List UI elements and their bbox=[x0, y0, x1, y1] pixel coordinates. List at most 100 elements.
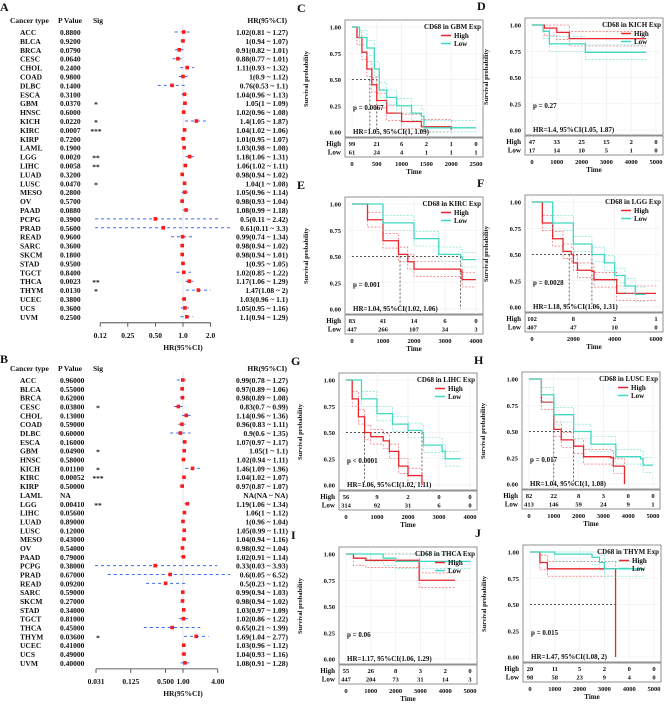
y-tick-label: 0.25 bbox=[330, 280, 342, 287]
risk-count: 26 bbox=[368, 668, 375, 675]
y-tick-label: 1.00 bbox=[324, 552, 335, 559]
hr-point bbox=[181, 110, 186, 114]
p-value: 0.16000 bbox=[60, 438, 85, 447]
risk-row-label: Low bbox=[505, 501, 519, 509]
risk-row-label: High bbox=[320, 667, 335, 675]
ci-lower-low bbox=[530, 551, 645, 577]
legend-title: CD68 in LIHC Exp bbox=[417, 376, 475, 384]
p-value: 0.2500 bbox=[60, 313, 81, 322]
cancer-type-label: PAAD bbox=[20, 553, 41, 562]
sig-stars: * bbox=[96, 448, 100, 457]
y-tick-label: 0.50 bbox=[508, 602, 519, 609]
risk-count: 2 bbox=[603, 666, 606, 673]
risk-count: 2 bbox=[613, 316, 616, 323]
hr-point bbox=[180, 378, 185, 382]
risk-count: 447 bbox=[341, 677, 352, 684]
hr-text: HR=1.18, 95%CI(1.06, 1.31) bbox=[533, 303, 618, 311]
p-value: 0.67000 bbox=[60, 570, 85, 579]
y-tick-label: 1.00 bbox=[330, 202, 341, 209]
risk-count: 2 bbox=[630, 139, 633, 146]
hr-point bbox=[180, 484, 185, 488]
hr-point bbox=[185, 501, 190, 506]
cancer-type-label: THYM bbox=[20, 632, 43, 641]
hr-ci-text: 1.19(1.06 ~ 1.34) bbox=[236, 500, 289, 509]
p-value: 0.41000 bbox=[60, 641, 85, 650]
x-axis-label: Time bbox=[586, 166, 601, 174]
y-tick-label: 1.00 bbox=[508, 550, 519, 557]
hr-ci-text: 1.47(1.08 ~ 2) bbox=[245, 286, 288, 295]
hr-ci-text: 1.69(1.04 ~ 2.77) bbox=[236, 632, 289, 641]
risk-row-label: Low bbox=[508, 324, 522, 332]
p-value: 0.1800 bbox=[60, 251, 81, 260]
risk-count: 8 bbox=[572, 316, 576, 323]
hr-point bbox=[181, 616, 186, 621]
risk-table-frame bbox=[524, 135, 664, 156]
x-axis-label: HR(95%CI) bbox=[163, 343, 203, 352]
y-tick-label: 0.75 bbox=[324, 404, 336, 411]
sig-stars: * bbox=[94, 100, 98, 109]
risk-count: 92 bbox=[374, 503, 381, 510]
sig-stars: *** bbox=[92, 474, 104, 483]
hr-point bbox=[184, 315, 189, 319]
cancer-type-label: READ bbox=[20, 233, 42, 242]
risk-row-label: High bbox=[320, 493, 335, 501]
ci-lower-high bbox=[352, 203, 476, 288]
y-tick-label: 0.50 bbox=[507, 429, 518, 436]
ci-lower-low bbox=[352, 26, 476, 133]
hr-point bbox=[180, 199, 184, 203]
x-tick-label: 2000 bbox=[445, 161, 458, 168]
hr-point bbox=[163, 581, 168, 586]
hr-point bbox=[182, 448, 187, 453]
p-value: 0.2800 bbox=[60, 188, 81, 197]
p-value: 0.3600 bbox=[60, 304, 81, 313]
y-tick-label: 0.75 bbox=[508, 576, 520, 583]
risk-table-frame bbox=[344, 314, 484, 335]
header-cancer-type: Cancer type bbox=[10, 364, 49, 373]
y-tick-label: 0.00 bbox=[330, 307, 341, 314]
y-tick-label: 0.50 bbox=[330, 77, 341, 84]
hr-point bbox=[182, 128, 187, 132]
p-value: 0.0470 bbox=[60, 179, 81, 188]
sig-stars: ** bbox=[92, 163, 100, 172]
hr-point bbox=[181, 270, 186, 275]
cancer-type-label: LGG bbox=[20, 153, 37, 162]
hr-ci-text: 1.05(0.99 ~ 1.11) bbox=[236, 526, 288, 535]
cancer-type-label: ACC bbox=[20, 28, 36, 37]
hr-ci-text: 1.04(1 ~ 1.08) bbox=[245, 179, 288, 188]
km-plot-e: E 0.00 0.25 0.50 0.75 1.00 0 1000 2000 3000 4000 Su… bbox=[297, 179, 484, 353]
y-tick-label: 1.00 bbox=[324, 378, 335, 385]
risk-count: 1 bbox=[654, 316, 657, 323]
risk-count: 1 bbox=[630, 148, 633, 155]
x-axis-label: HR(95%CI) bbox=[163, 689, 203, 698]
risk-count: 0 bbox=[652, 675, 655, 682]
p-value: 0.62000 bbox=[60, 394, 85, 403]
risk-row-label: High bbox=[504, 665, 519, 673]
cancer-type-label: HNSC bbox=[20, 108, 41, 117]
p-value: 0.01100 bbox=[60, 464, 84, 473]
risk-count: 447 bbox=[347, 327, 358, 334]
hr-ci-text: 0.9(0.6 ~ 1.35) bbox=[243, 429, 288, 438]
x-tick-label: 4000 bbox=[625, 159, 638, 166]
risk-count: 10 bbox=[578, 148, 585, 155]
x-tick-label: 0.125 bbox=[122, 677, 139, 686]
p-value: 0.59000 bbox=[60, 420, 85, 429]
x-tick-label: 0 bbox=[527, 513, 530, 520]
hr-ci-text: 0.97(0.89 ~ 1.06) bbox=[236, 385, 289, 394]
hr-point bbox=[180, 422, 184, 426]
p-value: 0.38000 bbox=[60, 562, 85, 571]
hr-point bbox=[180, 387, 185, 391]
hr-ci-text: 1.05(0.95 ~ 1.16) bbox=[236, 304, 289, 313]
x-tick-label: 0.50 bbox=[149, 331, 162, 340]
risk-count: 0 bbox=[651, 493, 654, 500]
hr-point bbox=[185, 65, 189, 70]
hr-ci-text: 0.98(0.93 ~ 1.04) bbox=[236, 197, 289, 206]
p-value: 0.1900 bbox=[60, 144, 81, 153]
cancer-type-label: BLCA bbox=[20, 385, 41, 394]
panel-label: E bbox=[297, 179, 305, 192]
risk-row-label: Low bbox=[322, 502, 336, 510]
x-tick-label: 0.500 bbox=[157, 677, 174, 686]
cancer-type-label: THYM bbox=[20, 286, 43, 295]
y-tick-label: 0.50 bbox=[510, 252, 521, 259]
hr-ci-text: 1.02(0.86 ~ 1.22) bbox=[236, 615, 289, 624]
y-tick-label: 0.00 bbox=[510, 305, 521, 312]
